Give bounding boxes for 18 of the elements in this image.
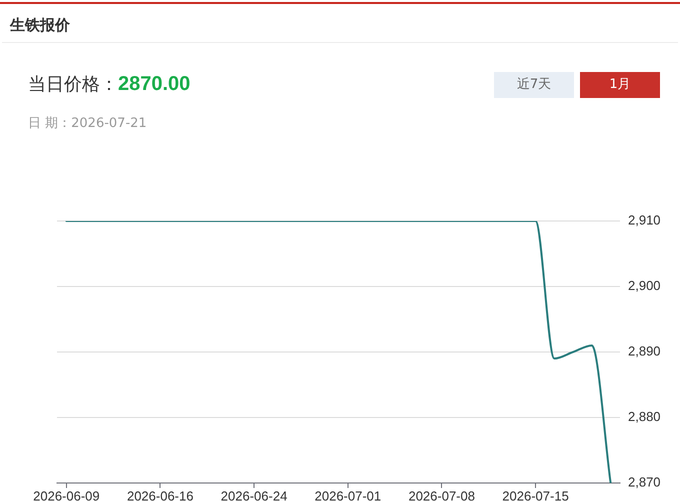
text: 当日价格： bbox=[28, 74, 118, 95]
y-tick-label: 2,890 bbox=[628, 344, 661, 359]
y-tick-label: 2,880 bbox=[628, 409, 661, 424]
chart-title: 生铁报价 bbox=[10, 15, 70, 35]
x-tick-label: 2026-07-08 bbox=[408, 488, 475, 501]
y-tick-label: 2,870 bbox=[628, 474, 661, 490]
x-tick-label: 2026-07-15 bbox=[502, 488, 569, 501]
text: 日 期：2026-07-21 bbox=[28, 115, 147, 133]
x-tick-label: 2026-06-16 bbox=[126, 488, 194, 501]
x-tick-label: 2026-07-01 bbox=[314, 488, 382, 501]
period-tab[interactable]: 近7天 bbox=[494, 72, 574, 98]
x-tick-label: 2026-06-09 bbox=[33, 488, 100, 501]
y-tick-label: 2,900 bbox=[628, 278, 661, 294]
x-tick-label: 2026-06-24 bbox=[220, 488, 288, 501]
y-tick-label: 2,910 bbox=[628, 212, 661, 228]
text: 2870.00 bbox=[118, 73, 190, 95]
line-series bbox=[65, 221, 612, 483]
period-tab-selected[interactable]: 1月 bbox=[580, 72, 660, 98]
